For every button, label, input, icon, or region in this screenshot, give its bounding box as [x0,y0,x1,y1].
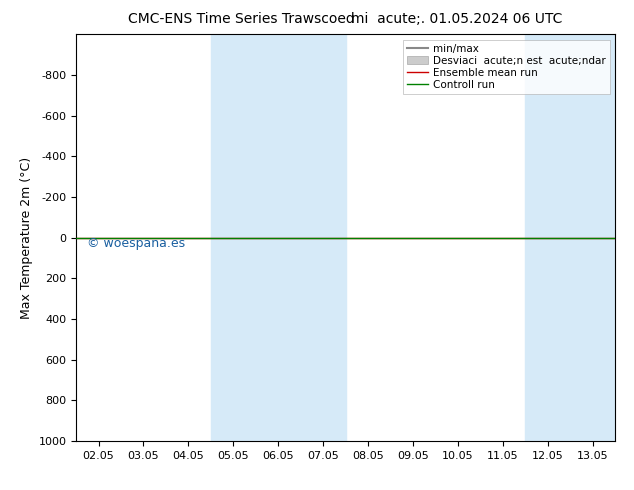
Text: © woespana.es: © woespana.es [87,237,185,250]
Y-axis label: Max Temperature 2m (°C): Max Temperature 2m (°C) [20,157,33,318]
Bar [210,34,346,441]
Legend: min/max, Desviaci  acute;n est  acute;ndar, Ensemble mean run, Controll run: min/max, Desviaci acute;n est acute;ndar… [403,40,610,94]
Bar [525,34,634,441]
Text: mi  acute;. 01.05.2024 06 UTC: mi acute;. 01.05.2024 06 UTC [351,12,562,26]
Text: CMC-ENS Time Series Trawscoed: CMC-ENS Time Series Trawscoed [127,12,354,26]
